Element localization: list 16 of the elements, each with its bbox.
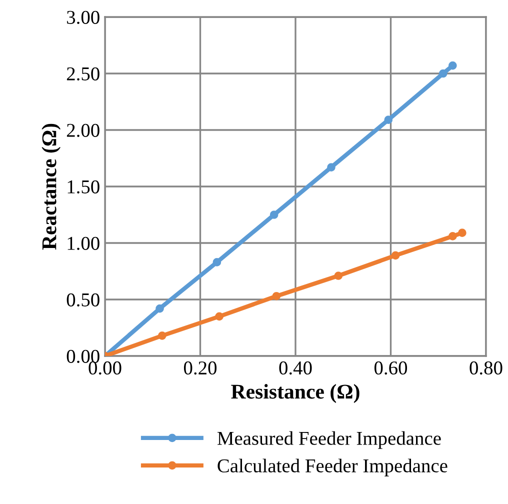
x-tick-label: 0.40 [279,361,312,375]
y-tick-label: 0.00 [66,350,100,364]
x-tick-label: 0.80 [470,361,502,375]
y-tick-label: 1.00 [68,236,100,250]
x-tick-label: 0.20 [184,361,217,375]
legend-label: Calculated Feeder Impedance [218,458,448,476]
y-tick-label: 2.00 [66,124,100,138]
y-tick-label: 2.50 [66,67,100,81]
x-tick-label: 0.00 [88,361,122,375]
y-axis-title: Reactance (Ω) [42,124,61,250]
y-tick-label: 1.50 [68,180,100,194]
legend-label: Measured Feeder Impedance [217,431,441,449]
y-tick-label: 3.00 [67,10,100,24]
y-tick-label: 0.50 [66,293,100,307]
x-axis-title: Resistance (Ω) [231,384,360,403]
x-tick-label: 0.60 [374,361,408,375]
